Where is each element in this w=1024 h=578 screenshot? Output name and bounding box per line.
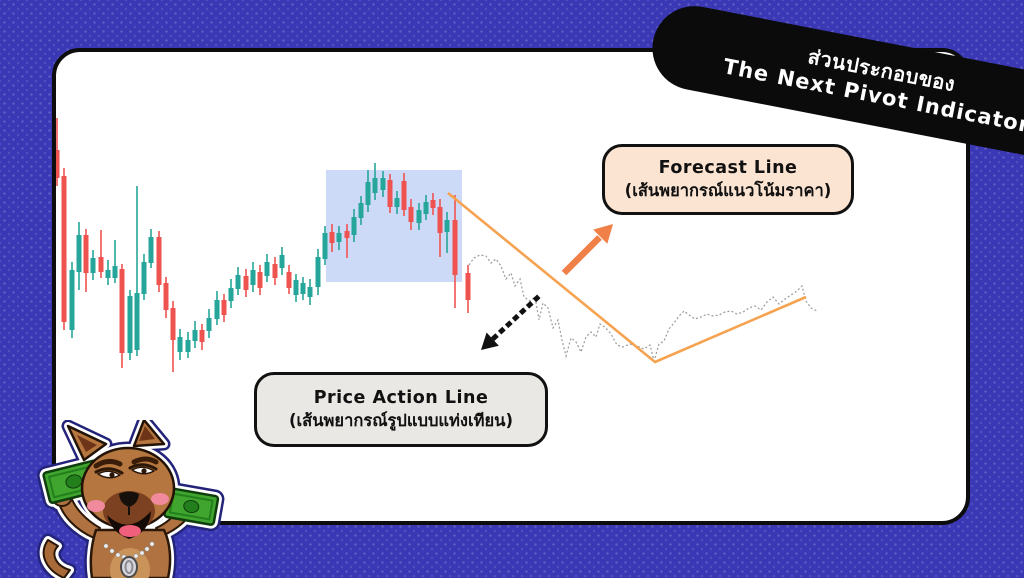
price-action-line <box>468 254 818 364</box>
candle-body <box>416 210 422 223</box>
candle-body <box>430 200 436 208</box>
candle-body <box>351 217 357 235</box>
candle-body <box>90 258 96 273</box>
dog-left-cheek <box>87 500 105 512</box>
forecast-line <box>447 191 807 364</box>
candle-body <box>372 178 378 193</box>
dog-left-eyebrow <box>93 458 123 469</box>
candle-body <box>408 207 414 222</box>
candle-body <box>452 220 458 275</box>
dog-right-ear-inner <box>139 426 155 441</box>
candle-body <box>293 280 299 295</box>
dog-right-pupil <box>141 468 147 474</box>
candle-body <box>365 182 371 205</box>
forecast-line-callout: Forecast Line (เส้นพยากรณ์แนวโน้มราคา) <box>602 144 854 215</box>
dog-pendant-center <box>124 560 134 574</box>
candle-body <box>163 283 169 310</box>
candle-body <box>279 255 285 268</box>
candle-body <box>98 257 104 272</box>
candle-body <box>56 150 60 178</box>
candle-body <box>170 308 176 340</box>
candle-body <box>329 232 335 243</box>
candle-body <box>257 272 263 288</box>
price-action-pointer-arrow-head <box>481 332 499 350</box>
candle-body <box>322 233 328 259</box>
candle-body <box>185 340 191 352</box>
price-action-pointer-arrow-shaft <box>489 294 541 342</box>
candle-body <box>156 237 162 285</box>
price-action-line-subtitle: (เส้นพยากรณ์รูปแบบแท่งเทียน) <box>289 411 513 431</box>
dog-body-group <box>42 420 220 578</box>
candle-body <box>127 296 133 353</box>
dog-nose <box>119 491 139 507</box>
candle-body <box>394 198 400 207</box>
candle-body <box>61 176 67 322</box>
candle-body <box>69 270 75 330</box>
forecast-line-subtitle: (เส้นพยากรณ์แนวโน้มราคา) <box>624 181 832 201</box>
candle-body <box>423 202 429 214</box>
candle-body <box>344 231 350 238</box>
candle-body <box>336 233 342 242</box>
candle-body <box>264 262 270 276</box>
candle-body <box>83 235 89 273</box>
candle-body <box>300 283 306 294</box>
candle-body <box>141 262 147 294</box>
dog-left-eye <box>97 470 121 479</box>
forecast-pointer-arrow-shaft <box>561 235 602 276</box>
candles <box>56 118 471 372</box>
candle-body <box>228 288 234 301</box>
candle-body <box>199 330 205 342</box>
candle-body <box>192 330 198 341</box>
candle-body <box>214 300 220 319</box>
candle-body <box>250 270 256 285</box>
candle-body <box>177 337 183 352</box>
dog-mascot-illustration <box>34 420 226 578</box>
candle-body <box>221 300 227 315</box>
dog-right-cheek <box>151 493 169 505</box>
price-action-line-title: Price Action Line <box>313 387 489 408</box>
candle-body <box>358 203 364 218</box>
candle-body <box>119 269 125 353</box>
dog-tail <box>42 539 71 578</box>
dog-left-pupil <box>109 472 115 478</box>
candle-body <box>444 220 450 232</box>
candle-body <box>76 235 82 272</box>
candle-body <box>235 275 241 289</box>
candle-body <box>380 178 386 190</box>
dog-right-eyelid <box>128 463 158 471</box>
forecast-pointer-arrow <box>561 224 613 276</box>
candle-body <box>315 257 321 287</box>
candle-body <box>387 180 393 207</box>
forecast-line-title: Forecast Line <box>658 157 798 178</box>
candle-body <box>465 273 471 300</box>
candle-body <box>112 266 118 278</box>
candle-body <box>272 264 278 278</box>
candle-body <box>148 237 154 263</box>
candle-body <box>243 276 249 290</box>
candle-body <box>206 318 212 331</box>
dog-tongue <box>119 525 141 537</box>
candle-body <box>134 293 140 350</box>
money-bill-right <box>163 487 220 526</box>
candle-body <box>307 287 313 297</box>
candle-body <box>437 207 443 233</box>
candle-body <box>401 181 407 210</box>
price-action-pointer-arrow <box>481 294 541 350</box>
candlestick-chart <box>56 118 818 372</box>
candle-body <box>286 272 292 288</box>
candle-body <box>105 270 111 278</box>
dog-right-eyebrow <box>131 456 159 465</box>
dog-left-eyelid <box>94 467 124 475</box>
dog-left-ear-inner <box>77 435 97 452</box>
forecast-pointer-arrow-head <box>593 224 613 244</box>
price-action-line-callout: Price Action Line (เส้นพยากรณ์รูปแบบแท่ง… <box>254 372 548 447</box>
